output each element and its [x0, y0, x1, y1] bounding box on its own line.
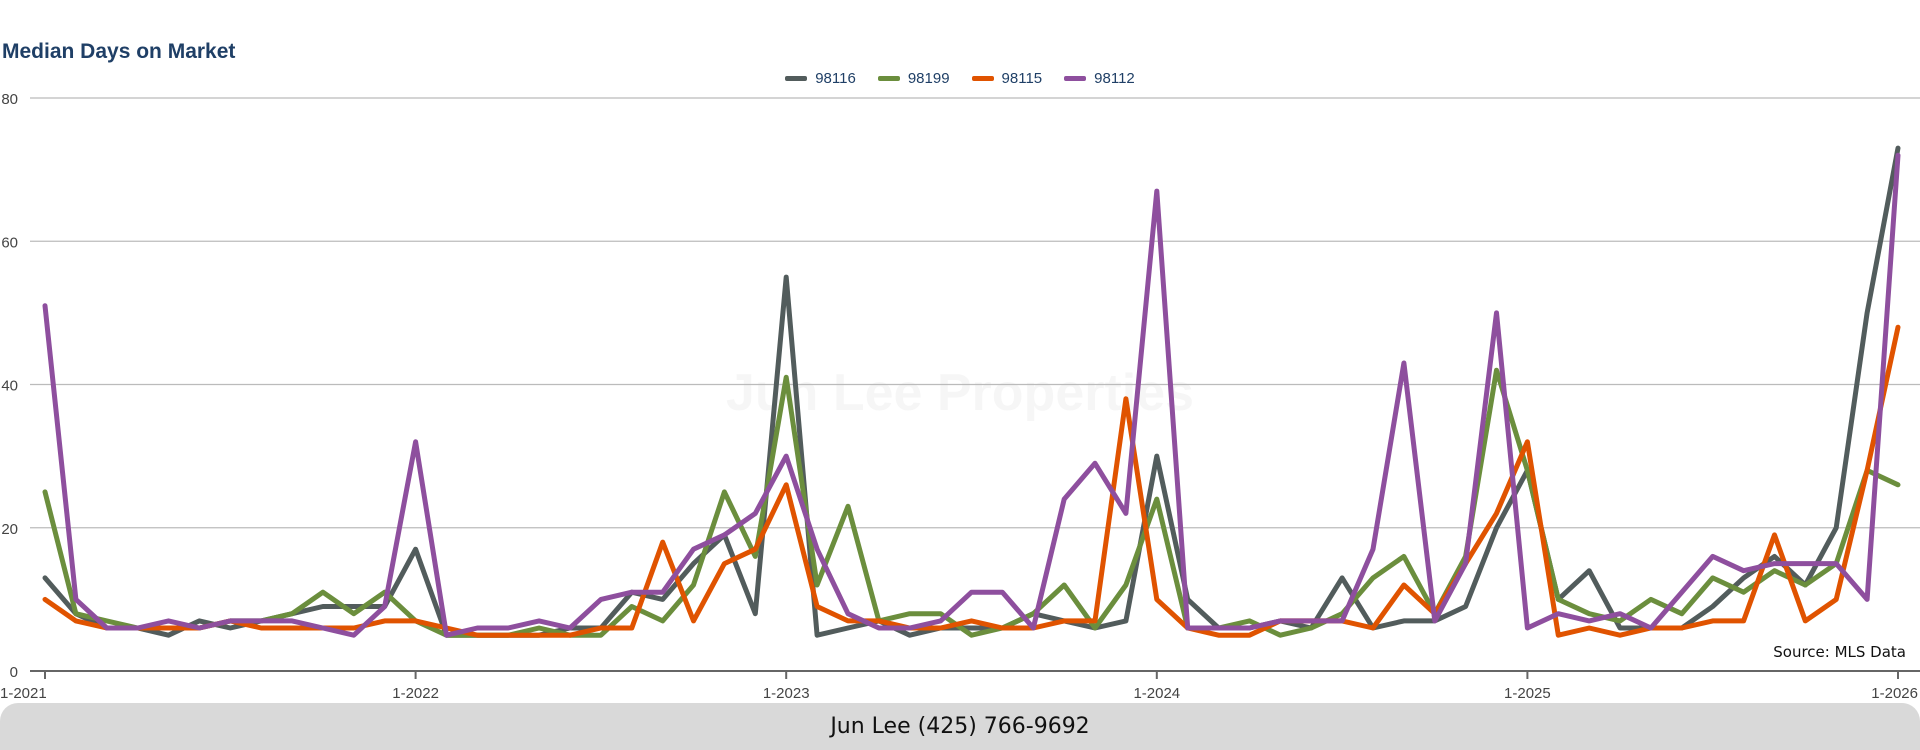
legend-swatch	[971, 76, 994, 81]
x-tick-label: 1-2025	[1504, 685, 1551, 702]
legend-swatch	[785, 76, 808, 81]
footer-bar: Jun Lee (425) 766-9692	[0, 703, 1920, 750]
series-line-98199	[42, 367, 1901, 638]
series-line-98115	[42, 324, 1901, 638]
x-tick-label: 1-2021	[0, 685, 47, 702]
legend: 98116 98199 98115 98112	[0, 70, 1920, 87]
legend-label: 98112	[1094, 70, 1135, 87]
x-tick-label: 1-2024	[1133, 685, 1180, 702]
legend-swatch	[877, 76, 900, 81]
series-line-98112	[42, 152, 1901, 638]
source-note: Source: MLS Data	[1773, 643, 1906, 661]
legend-item-98115[interactable]: 98115	[971, 70, 1043, 87]
legend-item-98199[interactable]: 98199	[877, 70, 950, 87]
x-tick-label: 1-2022	[392, 685, 439, 702]
y-tick-label: 80	[1, 91, 18, 108]
chart-title: Median Days on Market	[2, 40, 236, 63]
legend-label: 98116	[815, 70, 856, 87]
x-tick-label: 1-2026	[1871, 685, 1918, 702]
legend-label: 98115	[1001, 70, 1043, 87]
legend-item-98116[interactable]: 98116	[785, 70, 856, 87]
legend-item-98112[interactable]: 98112	[1064, 70, 1135, 87]
legend-label: 98199	[907, 70, 950, 87]
contact-text: Jun Lee (425) 766-9692	[830, 714, 1090, 739]
y-tick-label: 40	[1, 378, 18, 395]
y-tick-label: 60	[1, 234, 18, 251]
x-tick-label: 1-2023	[763, 685, 810, 702]
y-tick-label: 0	[10, 664, 18, 681]
series-line-98116	[42, 145, 1901, 638]
legend-swatch	[1064, 76, 1087, 81]
y-tick-label: 20	[1, 521, 18, 538]
